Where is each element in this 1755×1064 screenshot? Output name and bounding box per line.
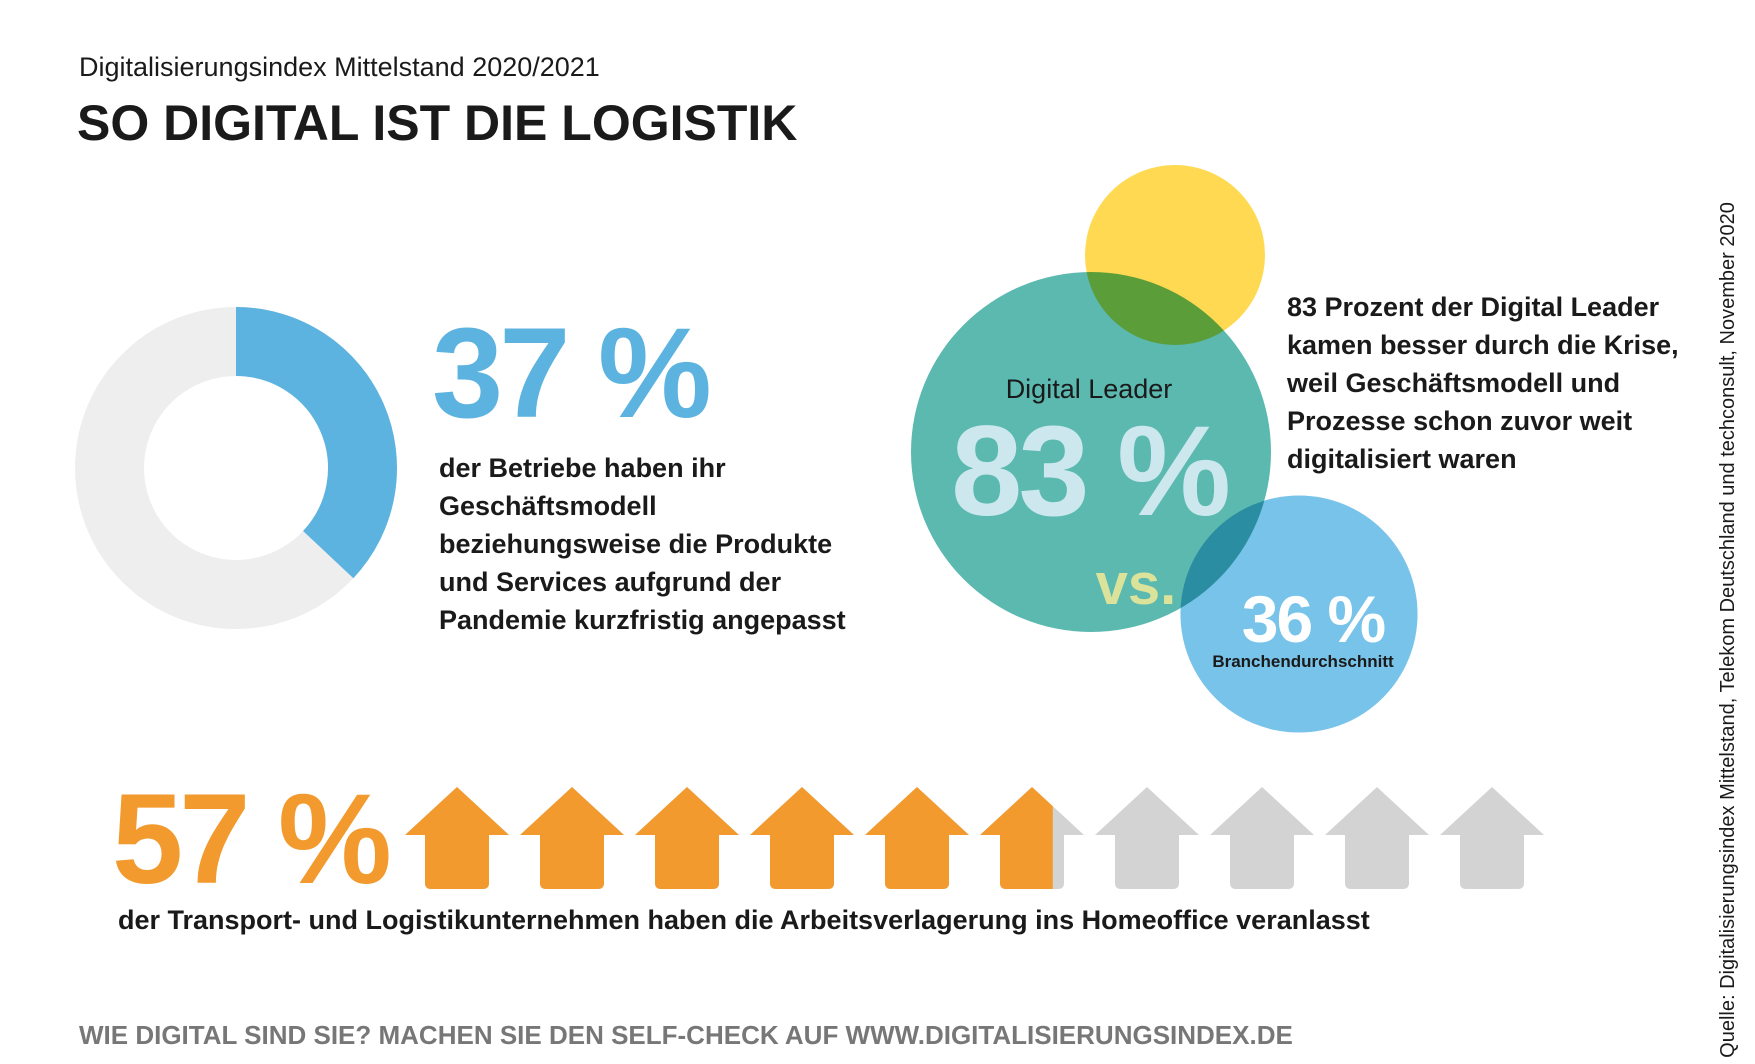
annotation-line: kamen besser durch die Krise, bbox=[1287, 330, 1679, 360]
annotation: vs. bbox=[1096, 552, 1177, 617]
donut-segment bbox=[235, 307, 397, 579]
annotation-line: beziehungsweise die Produkte bbox=[439, 529, 832, 559]
category-label: Digital Leader bbox=[1006, 374, 1173, 404]
value-label: 57 % bbox=[112, 768, 389, 911]
category-label: Branchendurchschnitt bbox=[1212, 652, 1394, 671]
bubbles bbox=[911, 165, 1418, 733]
annotation: der Transport- und Logistikunternehmen h… bbox=[118, 905, 1370, 935]
source: Quelle: Digitalisierungsindex Mittelstan… bbox=[1717, 202, 1739, 1058]
annotation-line: Pandemie kurzfristig angepasst bbox=[439, 605, 846, 635]
title: SO DIGITAL IST DIE LOGISTIK bbox=[77, 95, 797, 151]
bubble bbox=[911, 272, 1271, 632]
annotation-line: 83 Prozent der Digital Leader bbox=[1287, 292, 1660, 322]
subtitle: Digitalisierungsindex Mittelstand 2020/2… bbox=[79, 52, 600, 82]
value-label: 83 % bbox=[951, 400, 1228, 543]
footer: WIE DIGITAL SIND SIE? MACHEN SIE DEN SEL… bbox=[79, 1020, 1293, 1050]
value-label: 36 % bbox=[1242, 582, 1385, 656]
icons-filled bbox=[405, 787, 1053, 889]
annotation-line: der Betriebe haben ihr bbox=[439, 453, 726, 483]
annotation-line: weil Geschäftsmodell und bbox=[1286, 368, 1620, 398]
annotation-line: und Services aufgrund der bbox=[439, 567, 782, 597]
bubble bbox=[1180, 495, 1418, 733]
annotation-line: Geschäftsmodell bbox=[439, 491, 657, 521]
annotation-line: Prozesse schon zuvor weit bbox=[1287, 406, 1632, 436]
annotation-line: digitalisiert waren bbox=[1287, 444, 1517, 474]
value-label: 37 % bbox=[432, 302, 709, 445]
